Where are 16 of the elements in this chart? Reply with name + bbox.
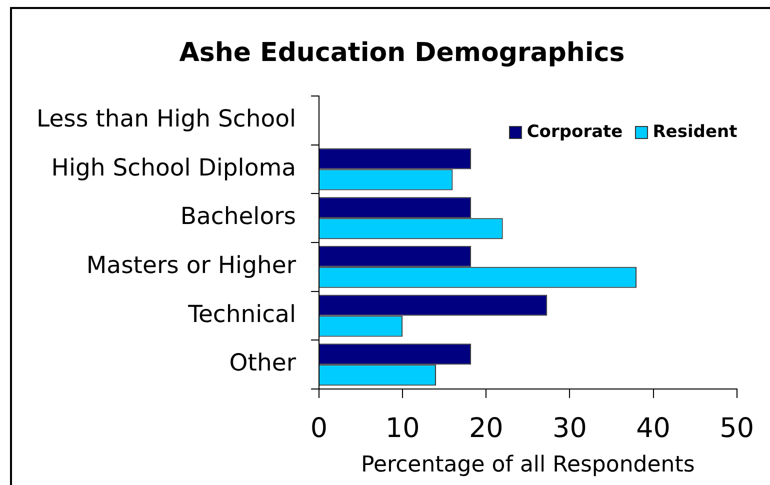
x-tick-label: 30 <box>552 413 587 444</box>
x-tick-label: 40 <box>636 413 670 444</box>
y-tick-label: Other <box>229 348 296 377</box>
y-tick-label: Technical <box>187 300 296 328</box>
x-tick-label: 0 <box>310 413 328 444</box>
y-tick-label: Less than High School <box>36 104 296 133</box>
chart-title: Ashe Education Demographics <box>179 38 625 68</box>
x-tick-label: 20 <box>468 413 504 444</box>
y-tick-label: Masters or Higher <box>86 251 296 280</box>
y-tick-label: High School Diploma <box>51 153 296 182</box>
x-axis-title: Percentage of all Respondents <box>360 452 695 478</box>
x-tick-label: 10 <box>385 413 420 444</box>
legend-label: Resident <box>652 122 738 142</box>
y-tick-label: Bachelors <box>180 202 296 230</box>
x-tick-label: 50 <box>720 413 754 444</box>
legend-label: Corporate <box>526 122 623 142</box>
